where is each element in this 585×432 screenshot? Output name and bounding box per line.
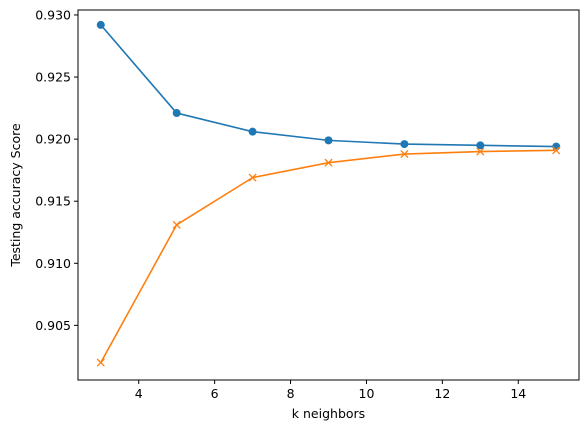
series-2-point	[476, 147, 485, 156]
series-2-point	[400, 149, 409, 159]
x-tick-label: 10	[359, 386, 375, 401]
x-axis-label: k neighbors	[292, 406, 365, 421]
y-tick-label: 0.925	[35, 70, 71, 85]
x-tick-label: 6	[211, 386, 219, 401]
y-tick-label: 0.915	[35, 194, 71, 209]
series-2-point	[172, 220, 181, 229]
series-1-point	[96, 20, 105, 29]
plot-area	[78, 10, 579, 380]
y-axis-label: Testing accuracy Score	[8, 123, 23, 268]
y-tick-label: 0.920	[35, 132, 71, 147]
axes-layer: 4 6 8 10 12 14 0.905 0.910 0.915 0.920 0.925 0.930	[35, 7, 526, 401]
plot-frame	[77, 9, 580, 381]
series-2-point	[552, 146, 561, 155]
series-1-point	[476, 141, 485, 150]
series-1-point	[172, 109, 181, 118]
series-2-point	[248, 173, 257, 182]
series-layer	[96, 20, 561, 367]
x-tick-label: 4	[135, 386, 143, 401]
y-tick-label: 0.910	[35, 256, 71, 271]
series-2-point	[324, 158, 333, 167]
series-1-point	[324, 136, 333, 145]
series-1-point	[552, 142, 561, 151]
y-tick-label: 0.905	[35, 318, 71, 333]
x-tick-label: 8	[287, 386, 295, 401]
x-tick-label: 12	[434, 386, 450, 401]
series-1-point	[248, 127, 257, 136]
series-2-point	[96, 358, 105, 367]
y-tick-label: 0.930	[35, 7, 71, 22]
x-tick-label: 14	[510, 386, 526, 401]
series-1-point	[400, 140, 409, 149]
